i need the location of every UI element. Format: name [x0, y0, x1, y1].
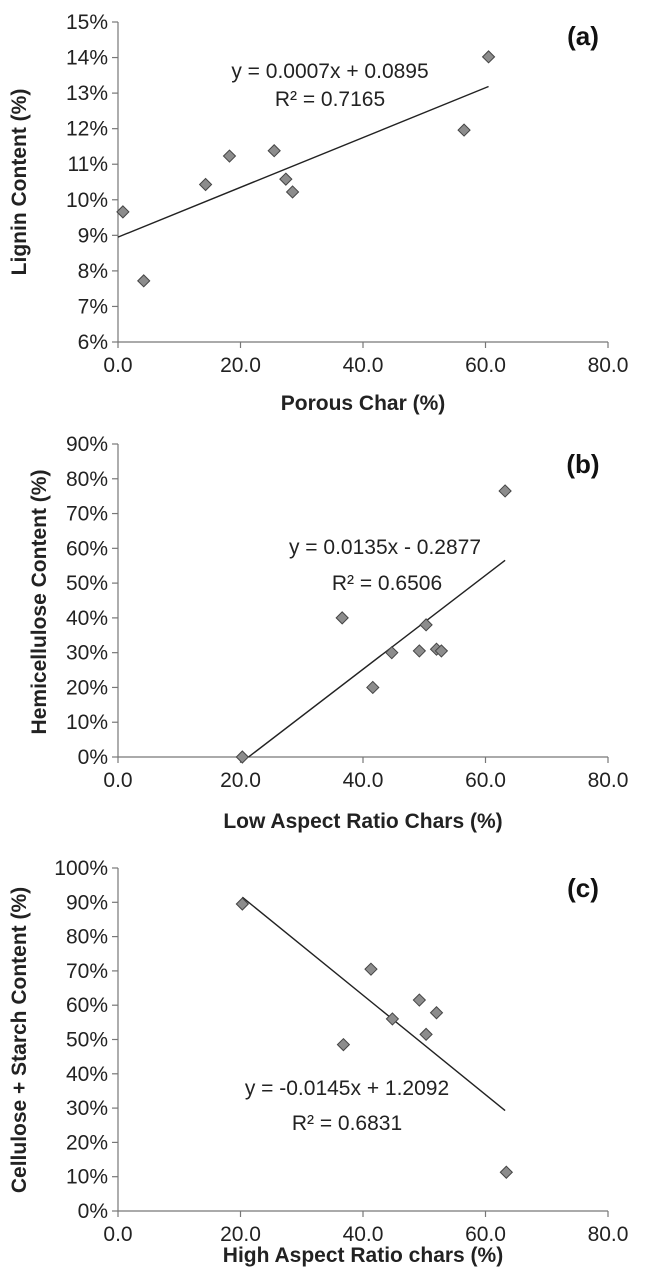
y-tick-label: 50% [66, 572, 108, 595]
trendline [117, 85, 489, 238]
y-tick-label: 90% [66, 891, 108, 914]
y-tick-label: 15% [66, 11, 108, 34]
data-point [335, 611, 349, 625]
r-squared-label: R² = 0.7165 [275, 88, 385, 111]
y-tick-label: 10% [66, 711, 108, 734]
y-tick-label: 6% [78, 331, 108, 354]
y-tick-label: 0% [78, 746, 108, 769]
y-axis-title: Lignin Content (%) [8, 89, 31, 276]
data-point [429, 1006, 444, 1020]
panel-c: (c) 0% 10% 20% 30% 40% 50% 60% 70% 80% 90% 100% 0.0… [8, 857, 628, 1267]
data-point [285, 185, 300, 199]
y-tick-label: 80% [66, 926, 108, 949]
panel-a: (a) 6% 7% 8% 9% 10% 11% 12% 13% 14% 15% 0.0 20.0 40.… [8, 11, 628, 415]
x-tick-label: 40.0 [343, 1223, 384, 1246]
data-point [412, 644, 427, 658]
data-point [457, 123, 471, 137]
data-point [499, 1165, 514, 1179]
y-tick-label: 13% [66, 82, 108, 105]
y-tick-label: 60% [66, 537, 108, 560]
trendline-equation: y = -0.0145x + 1.2092 [245, 1077, 449, 1100]
y-tick-label: 80% [66, 468, 108, 491]
y-tick-label: 60% [66, 994, 108, 1017]
y-tick-label: 11% [68, 153, 108, 176]
data-point [336, 1037, 351, 1052]
y-tick-label: 20% [66, 1131, 108, 1154]
panel-label: (b) [566, 449, 599, 479]
panel-label: (a) [567, 21, 599, 51]
x-tick-label: 60.0 [465, 1223, 506, 1246]
panel-label: (c) [567, 873, 599, 903]
x-tick-label: 80.0 [588, 1223, 629, 1246]
x-tick-label: 80.0 [588, 354, 629, 377]
data-point [434, 644, 449, 658]
data-point [419, 1027, 433, 1042]
y-tick-label: 12% [66, 118, 108, 141]
y-tick-label: 7% [78, 295, 108, 318]
r-squared-label: R² = 0.6831 [292, 1112, 402, 1135]
y-tick-label: 10% [66, 1166, 108, 1189]
data-point [267, 144, 281, 158]
trendline [241, 896, 506, 1112]
y-tick-label: 20% [66, 676, 108, 699]
data-point [279, 172, 293, 186]
panel-b: (b) 0% 10% 20% 30% 40% 50% 60% 70% 80% 90% 0.0 20.0… [28, 433, 628, 833]
data-point [235, 750, 250, 764]
y-tick-label: 8% [78, 260, 108, 283]
x-tick-label: 40.0 [343, 354, 384, 377]
data-point [412, 993, 427, 1007]
data-point [385, 1012, 400, 1026]
x-axis-title: Porous Char (%) [281, 392, 446, 415]
y-tick-label: 9% [78, 224, 108, 247]
y-axis-title: Cellulose + Starch Content (%) [8, 887, 31, 1193]
data-point [366, 680, 380, 695]
x-axis-title: High Aspect Ratio chars (%) [223, 1244, 503, 1267]
x-tick-label: 80.0 [588, 769, 629, 792]
data-point [419, 618, 433, 632]
data-point [137, 274, 151, 288]
x-tick-label: 0.0 [103, 769, 132, 792]
y-tick-label: 14% [66, 47, 108, 70]
y-tick-label: 30% [66, 642, 108, 665]
y-tick-label: 10% [66, 189, 108, 212]
plot-area: 0% 10% 20% 30% 40% 50% 60% 70% 80% 90% 0.0 20.0 40.0… [66, 433, 628, 792]
y-tick-label: 30% [66, 1097, 108, 1120]
y-tick-label: 40% [66, 1063, 108, 1086]
x-tick-label: 0.0 [103, 1223, 132, 1246]
trendline-equation: y = 0.0135x - 0.2877 [289, 536, 481, 559]
x-tick-label: 20.0 [220, 769, 261, 792]
y-tick-label: 70% [66, 503, 108, 526]
plot-area: 0% 10% 20% 30% 40% 50% 60% 70% 80% 90% 100% 0.0 20.0… [54, 857, 628, 1246]
x-tick-label: 40.0 [343, 769, 384, 792]
data-point [481, 50, 496, 64]
y-tick-label: 100% [54, 857, 108, 880]
y-tick-label: 40% [66, 607, 108, 630]
data-point [116, 205, 130, 219]
r-squared-label: R² = 0.6506 [332, 572, 442, 595]
data-point [385, 645, 399, 660]
data-point [364, 962, 378, 976]
y-tick-label: 90% [66, 433, 108, 456]
y-tick-label: 70% [66, 960, 108, 983]
data-point [498, 484, 512, 498]
plot-area: 6% 7% 8% 9% 10% 11% 12% 13% 14% 15% 0.0 20.0 40.0 60.… [66, 11, 628, 377]
y-tick-label: 0% [78, 1200, 108, 1223]
x-tick-label: 20.0 [220, 1223, 261, 1246]
trendline [248, 559, 506, 758]
x-axis-title: Low Aspect Ratio Chars (%) [223, 810, 502, 833]
x-tick-label: 20.0 [220, 354, 261, 377]
x-tick-label: 60.0 [465, 354, 506, 377]
data-point [235, 897, 250, 911]
y-tick-label: 50% [66, 1029, 108, 1052]
x-tick-label: 60.0 [465, 769, 506, 792]
trendline-equation: y = 0.0007x + 0.0895 [231, 60, 428, 83]
x-tick-label: 0.0 [103, 354, 132, 377]
data-point [222, 149, 237, 163]
data-point [198, 177, 213, 192]
y-axis-title: Hemicellulose Content (%) [28, 470, 51, 735]
